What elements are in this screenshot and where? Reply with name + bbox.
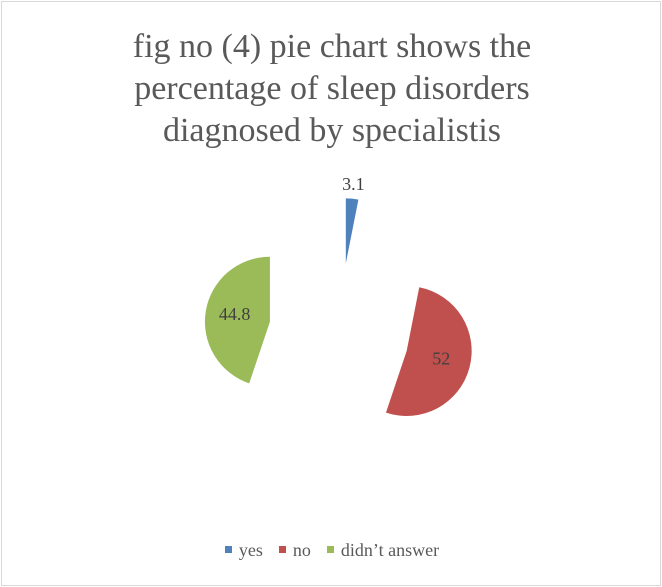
legend-swatch — [326, 546, 334, 554]
legend-swatch — [278, 546, 286, 554]
pie-slice — [385, 287, 472, 416]
legend-label: yes — [238, 540, 263, 560]
legend: yes no didn’t answer — [2, 540, 662, 561]
data-label: 52 — [432, 348, 450, 368]
legend-swatch — [224, 546, 232, 554]
data-label: 3.1 — [342, 174, 365, 194]
legend-entry: yes — [224, 540, 263, 561]
legend-entry: didn’t answer — [326, 540, 440, 561]
legend-label: no — [292, 540, 311, 560]
pie-slice — [204, 256, 270, 384]
data-label: 44.8 — [219, 304, 251, 324]
legend-entry: no — [278, 540, 311, 561]
chart-title: fig no (4) pie chart shows the percentag… — [132, 28, 532, 149]
legend-label: didn’t answer — [340, 540, 440, 560]
pie-slice — [345, 198, 359, 264]
